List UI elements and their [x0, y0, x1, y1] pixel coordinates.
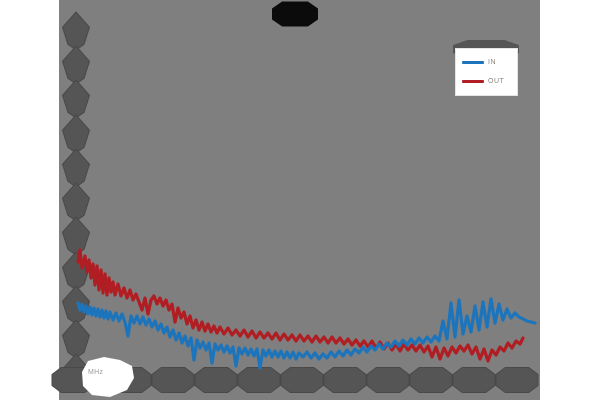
legend: IN OUT [455, 48, 518, 96]
legend-item-out[interactable]: OUT [462, 78, 511, 85]
legend-item-in[interactable]: IN [462, 59, 511, 66]
x-axis-unit-label: MHz [88, 369, 104, 376]
legend-label-out: OUT [488, 78, 505, 85]
series-trace-out [76, 248, 525, 363]
in-series-swatch [462, 61, 484, 64]
x-axis-tick-label-redacted [495, 367, 539, 393]
x-axis-tick-label-redacted [151, 367, 195, 393]
out-series-swatch [462, 80, 484, 83]
x-axis-unit-blob [82, 357, 134, 397]
x-axis-tick-label-redacted [194, 367, 238, 393]
x-axis-tick-label-redacted [409, 367, 453, 393]
x-axis-tick-label-redacted [366, 367, 410, 393]
x-axis-tick-label-redacted [323, 367, 367, 393]
series-trace-in [76, 297, 537, 370]
legend-label-in: IN [488, 59, 496, 66]
x-axis-tick-label-redacted [452, 367, 496, 393]
x-axis-tick-label-redacted [237, 367, 281, 393]
x-axis-tick-label-redacted [280, 367, 324, 393]
chart-title-redacted [272, 1, 318, 27]
